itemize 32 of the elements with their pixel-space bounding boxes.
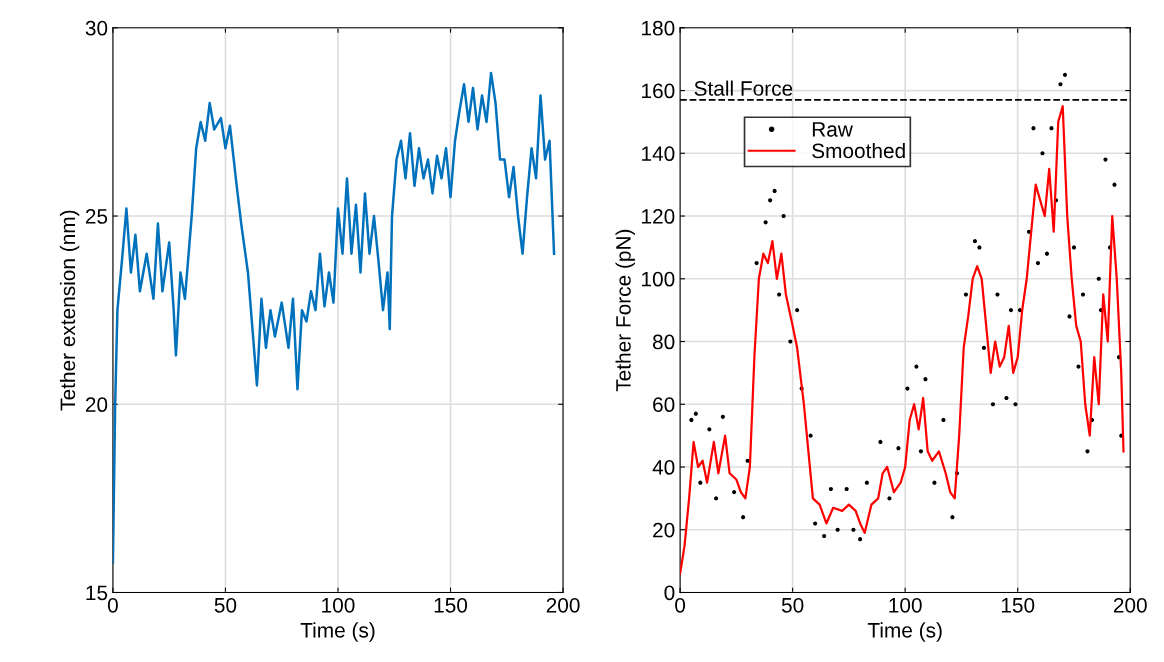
y-tick-label: 20	[85, 397, 108, 413]
y-tick-label: 180	[642, 20, 675, 36]
y-axis-title: Tether extension (nm)	[59, 210, 80, 411]
x-tick-label: 150	[434, 597, 468, 613]
y-tick-label: 100	[642, 271, 675, 287]
x-tick-label: 50	[781, 597, 804, 613]
y-tick-label: 140	[642, 146, 675, 162]
y-tick-label: 40	[652, 460, 675, 475]
x-tick-label: 0	[675, 597, 686, 613]
x-tick-label: 150	[1001, 597, 1035, 613]
x-tick-label: 100	[889, 597, 922, 613]
x-tick-label: 0	[107, 597, 118, 613]
y-tick-label: 0	[664, 585, 675, 601]
x-axis-title: Time (s)	[867, 622, 942, 642]
legend-label: Smoothed	[812, 142, 905, 159]
y-tick-label: 20	[653, 522, 675, 538]
y-tick-label: 120	[642, 209, 675, 224]
line-series	[112, 71, 556, 564]
y-tick-label: 60	[653, 397, 675, 413]
y-tick-label: 30	[85, 20, 108, 36]
y-tick-label: 25	[85, 209, 108, 224]
ref-line-label: Stall Force	[694, 80, 793, 96]
x-axis-title: Time (s)	[300, 622, 375, 642]
y-tick-label: 160	[642, 83, 675, 99]
x-tick-label: 200	[1113, 597, 1147, 613]
legend-label: Raw	[812, 122, 853, 137]
x-tick-label: 50	[214, 597, 237, 613]
y-tick-label: 15	[86, 585, 108, 601]
y-axis-title: Tether Force (pN)	[615, 229, 635, 392]
y-tick-label: 80	[652, 334, 675, 350]
x-tick-label: 100	[322, 597, 355, 613]
x-tick-label: 200	[546, 597, 580, 613]
